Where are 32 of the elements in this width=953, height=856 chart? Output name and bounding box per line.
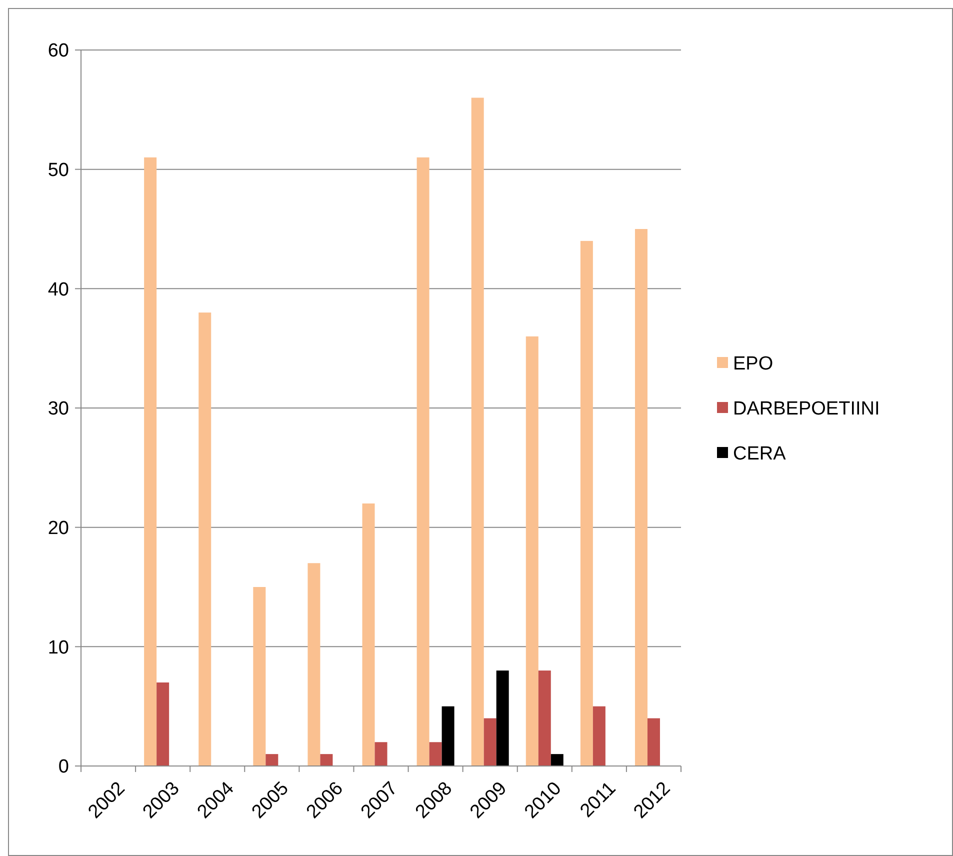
- bar: [538, 670, 551, 766]
- bar: [550, 754, 564, 766]
- legend-label: DARBEPOETIINI: [733, 398, 880, 420]
- bar: [144, 157, 157, 766]
- bar: [362, 503, 375, 766]
- legend-label: CERA: [733, 444, 786, 465]
- y-tick-label: 20: [48, 518, 69, 539]
- bar: [374, 742, 388, 766]
- bar: [198, 312, 212, 766]
- bar: [592, 706, 606, 766]
- bar: [442, 706, 454, 766]
- bar: [308, 563, 320, 766]
- bar: [156, 682, 170, 766]
- bar: [471, 98, 484, 766]
- bar: [266, 754, 278, 766]
- bar: [484, 718, 496, 766]
- legend-label: EPO: [733, 354, 774, 375]
- bar: [526, 336, 538, 766]
- bar: [253, 587, 266, 766]
- bar: [320, 754, 333, 766]
- bar: [647, 718, 660, 766]
- bar: [580, 240, 593, 766]
- bar: [429, 742, 442, 766]
- y-tick-label: 10: [48, 637, 69, 658]
- bar: [496, 670, 509, 766]
- y-tick-label: 60: [48, 40, 69, 62]
- y-tick-label: 30: [48, 398, 69, 420]
- y-tick-label: 50: [48, 160, 69, 181]
- y-tick-label: 40: [48, 279, 69, 300]
- bar: [634, 229, 648, 766]
- y-tick-label: 0: [58, 756, 69, 778]
- bar: [416, 157, 430, 766]
